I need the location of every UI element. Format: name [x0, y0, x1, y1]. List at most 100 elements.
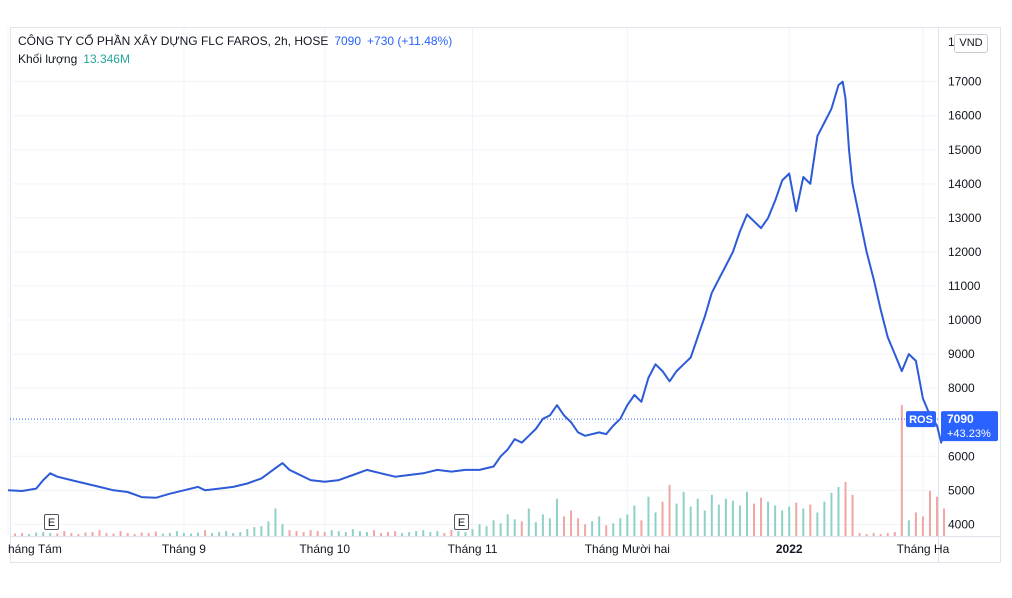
volume-bar: [21, 533, 24, 536]
volume-bar: [654, 512, 657, 536]
y-tick-label: 6000: [948, 449, 975, 463]
volume-bar: [506, 514, 509, 536]
volume-bar: [675, 503, 678, 536]
y-tick-label: 16000: [948, 109, 982, 123]
y-tick-label: 15000: [948, 143, 982, 157]
volume-bar: [478, 524, 481, 536]
volume-bar: [429, 532, 432, 536]
volume-bar: [837, 486, 840, 536]
y-tick-label: 4000: [948, 517, 975, 531]
volume-bar: [42, 532, 45, 536]
earnings-marker[interactable]: E: [44, 514, 59, 530]
volume-bar: [281, 524, 284, 536]
volume-bar: [309, 530, 312, 536]
volume-bar: [450, 530, 453, 536]
volume-bar: [422, 530, 425, 536]
volume-bar: [724, 498, 727, 536]
volume-bar: [63, 531, 66, 536]
volume-bar: [457, 531, 460, 536]
volume-bar: [394, 531, 397, 536]
volume-bar: [830, 492, 833, 536]
volume-bar: [464, 532, 467, 536]
volume-bar: [823, 501, 826, 536]
x-tick-label: Tháng 10: [299, 542, 350, 556]
y-tick-label: 10000: [948, 313, 982, 327]
volume-bar: [154, 531, 157, 536]
volume-bar: [570, 510, 573, 536]
volume-bar: [246, 529, 249, 536]
y-tick-label: 14000: [948, 177, 982, 191]
volume-bar: [633, 505, 636, 536]
volume-bar: [372, 530, 375, 536]
volume-bar: [239, 532, 242, 536]
volume-bar: [900, 405, 903, 536]
volume-bar: [316, 531, 319, 536]
volume-bar: [401, 533, 404, 536]
volume-bar: [471, 529, 474, 536]
volume-bar: [91, 532, 94, 536]
y-tick-label: 12000: [948, 245, 982, 259]
volume-bar: [295, 531, 298, 536]
volume-bar: [436, 531, 439, 536]
volume-value: 13.346M: [83, 52, 130, 66]
volume-bar: [844, 482, 847, 536]
volume-bar: [668, 484, 671, 536]
volume-bar: [640, 520, 643, 536]
y-tick-label: 17000: [948, 75, 982, 89]
x-tick-label: 2022: [776, 542, 803, 556]
volume-bar: [865, 534, 868, 536]
volume-bar: [907, 520, 910, 536]
volume-bar: [731, 500, 734, 536]
currency-button[interactable]: VND: [954, 34, 988, 53]
volume-bar: [914, 512, 917, 536]
y-tick-label: 11000: [948, 279, 981, 293]
volume-bar: [133, 534, 136, 536]
volume-bar: [738, 505, 741, 536]
volume-bar: [555, 498, 558, 536]
volume-bar: [182, 533, 185, 536]
volume-bar: [809, 504, 812, 536]
volume-bar: [253, 527, 256, 536]
volume-bar: [921, 516, 924, 536]
symbol-title: CÔNG TY CỔ PHẦN XÂY DỰNG FLC FAROS, 2h, …: [18, 34, 329, 48]
volume-bar: [936, 496, 938, 536]
volume-bar: [886, 533, 889, 536]
volume-bar: [175, 531, 178, 536]
y-tick-label: 8000: [948, 381, 975, 395]
volume-bar: [218, 532, 221, 536]
volume-bar: [168, 533, 171, 536]
volume-bar: [745, 491, 748, 536]
chart-frame: [10, 27, 1001, 563]
volume-bar: [689, 506, 692, 536]
volume-bar: [161, 533, 164, 536]
volume-bar: [189, 533, 192, 536]
volume-label: Khối lượng: [18, 52, 78, 66]
volume-bar: [119, 531, 122, 536]
volume-bar: [274, 508, 277, 536]
earnings-marker[interactable]: E: [454, 514, 469, 530]
volume-bar: [661, 501, 664, 536]
volume-bar: [795, 502, 798, 536]
x-tick-label: Tháng Mười hai: [585, 542, 670, 556]
volume-bar: [56, 533, 59, 536]
volume-bar: [893, 532, 896, 536]
volume-bar: [365, 532, 368, 536]
volume-bar: [928, 490, 931, 536]
volume-bar: [717, 504, 720, 536]
volume-bar: [760, 497, 763, 536]
price-tag-value: 7090: [947, 412, 974, 426]
volume-bar: [330, 530, 333, 536]
volume-bar: [513, 519, 516, 536]
price-tag-change: +43.23%: [947, 428, 991, 440]
volume-bar: [337, 531, 340, 536]
volume-bar: [443, 533, 446, 536]
volume-bar: [767, 501, 770, 536]
volume-bar: [126, 533, 129, 536]
volume-bar: [147, 533, 150, 536]
axis-partial-label: 1: [948, 35, 955, 49]
volume-bar: [351, 529, 354, 536]
last-price: 7090: [334, 34, 362, 48]
volume-bar: [358, 531, 361, 536]
volume-bar: [98, 530, 101, 536]
